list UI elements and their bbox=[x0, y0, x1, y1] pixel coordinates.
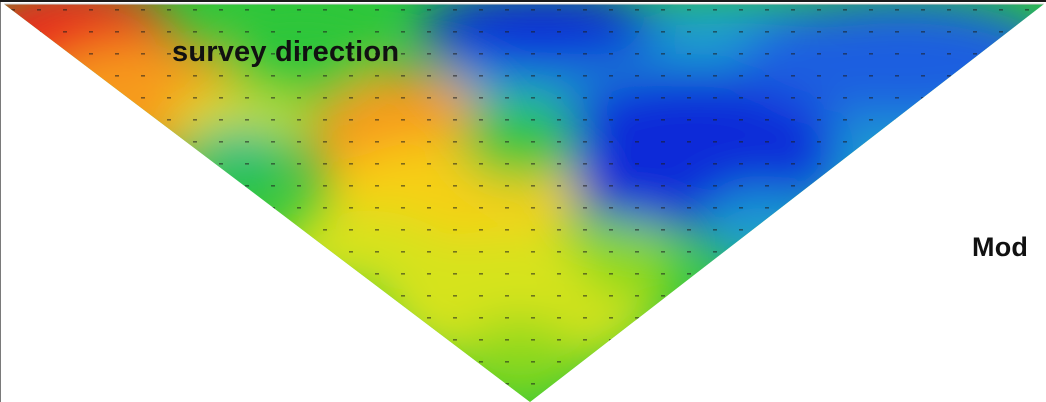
survey-direction-label: survey direction bbox=[172, 36, 400, 68]
side-label: Mod bbox=[972, 232, 1029, 262]
